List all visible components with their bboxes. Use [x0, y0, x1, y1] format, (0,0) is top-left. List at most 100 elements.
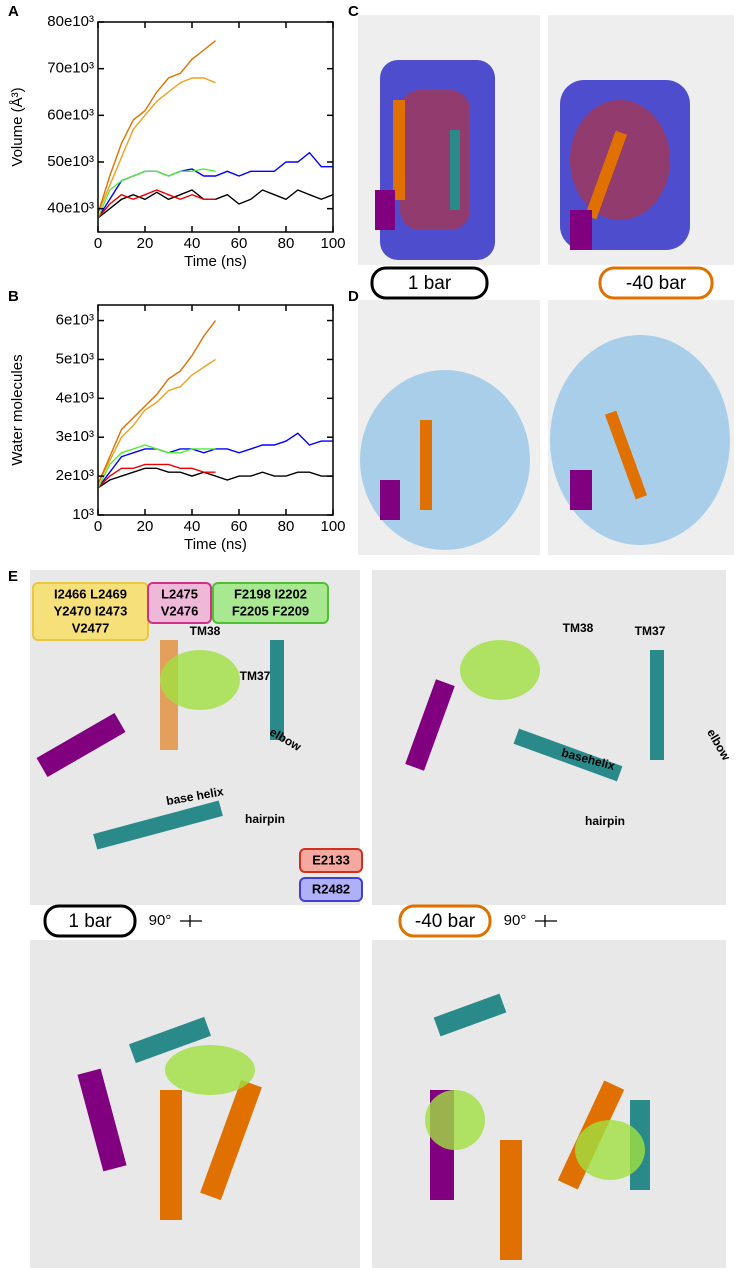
x-tick-label: 20 [137, 518, 154, 535]
residues [165, 1045, 255, 1095]
y-tick-label: 5e10³ [56, 350, 94, 367]
helix [375, 190, 395, 230]
series-line [97, 432, 333, 489]
helix [380, 480, 400, 520]
series-line [97, 320, 217, 485]
residues [460, 640, 540, 700]
residue-label: V2477 [72, 620, 110, 635]
water [550, 335, 730, 545]
x-tick-label: 100 [320, 518, 345, 535]
render-c-right [548, 15, 734, 265]
structure-annotation: TM37 [240, 669, 271, 683]
helix [584, 130, 628, 220]
helix [433, 993, 507, 1037]
plot-frame [97, 21, 334, 233]
x-tick-label: 100 [320, 235, 345, 252]
helix [570, 210, 592, 250]
residue-label: I2466 L2469 [54, 586, 127, 601]
x-axis-label: Time (ns) [184, 253, 247, 270]
helix [650, 650, 664, 760]
residue-label: Y2470 I2473 [54, 603, 128, 618]
residue-label: F2198 I2202 [234, 586, 307, 601]
water [360, 370, 530, 550]
pressure-label: -40 bar [415, 911, 476, 932]
x-tick-label: 40 [184, 518, 201, 535]
helix [500, 1140, 522, 1260]
series-line [97, 467, 333, 489]
series-line [97, 444, 216, 489]
helix [160, 1090, 182, 1220]
structure-annotation: hairpin [245, 812, 285, 826]
helix [405, 679, 455, 771]
x-tick-label: 0 [94, 518, 102, 535]
x-tick-label: 20 [137, 235, 154, 252]
residue-label: L2475 [161, 586, 198, 601]
series-line [97, 40, 216, 214]
series-line [97, 151, 333, 219]
residues [425, 1090, 485, 1150]
pressure-pill [370, 266, 489, 300]
render-bg [30, 940, 360, 1268]
plot-frame [97, 304, 334, 516]
residue-label: V2476 [161, 603, 199, 618]
panel-label: A [8, 3, 19, 20]
x-tick-label: 80 [278, 518, 295, 535]
x-tick-label: 80 [278, 235, 295, 252]
residues [575, 1120, 645, 1180]
y-tick-label: 70e10³ [47, 60, 94, 77]
structure-annotation: TM37 [635, 624, 666, 638]
render-c-left [358, 15, 540, 265]
residue-label: R2482 [312, 881, 350, 896]
residue-label: F2205 F2209 [232, 603, 309, 618]
y-tick-label: 80e10³ [47, 13, 94, 30]
series-line [97, 189, 334, 219]
helix [393, 100, 405, 200]
pressure-label: -40 bar [626, 273, 687, 294]
y-tick-label: 50e10³ [47, 153, 94, 170]
pressure-pill [43, 904, 137, 938]
x-tick-label: 60 [231, 235, 248, 252]
residue-box [299, 848, 363, 873]
y-axis-label: Water molecules [9, 354, 26, 465]
helix [450, 130, 460, 210]
panel-label: E [8, 568, 18, 585]
y-tick-label: 2e10³ [56, 467, 94, 484]
helix [36, 712, 126, 778]
series-line [97, 168, 216, 219]
x-axis-label: Time (ns) [184, 536, 247, 553]
series-line [97, 358, 216, 485]
y-tick-label: 60e10³ [47, 106, 94, 123]
helix [570, 470, 592, 510]
helix [420, 420, 432, 510]
structure-annotation: hairpin [585, 814, 625, 828]
y-tick-label: 10³ [72, 506, 94, 523]
y-tick-label: 40e10³ [47, 200, 94, 217]
x-tick-label: 60 [231, 518, 248, 535]
residues [160, 650, 240, 710]
x-tick-label: 0 [94, 235, 102, 252]
helix [513, 728, 623, 782]
panel-label: C [348, 3, 359, 20]
pressure-label: 1 bar [408, 273, 452, 294]
x-tick-label: 40 [184, 235, 201, 252]
helix [93, 800, 223, 850]
rotation-arrow [535, 915, 557, 927]
helix [270, 640, 284, 740]
helix [128, 1016, 212, 1064]
residue-box [299, 877, 363, 902]
rotation-label: 90° [149, 912, 172, 929]
render-bg [372, 940, 726, 1268]
series-line [97, 189, 216, 219]
series-line [97, 77, 216, 214]
density [570, 100, 670, 220]
helix [77, 1068, 127, 1172]
residue-box [212, 582, 329, 624]
rotation-label: 90° [504, 912, 527, 929]
pressure-label: 1 bar [68, 911, 112, 932]
y-tick-label: 6e10³ [56, 312, 94, 329]
pressure-pill [598, 266, 714, 300]
structure-annotation: TM38 [190, 624, 221, 638]
panel-label: B [8, 288, 19, 305]
